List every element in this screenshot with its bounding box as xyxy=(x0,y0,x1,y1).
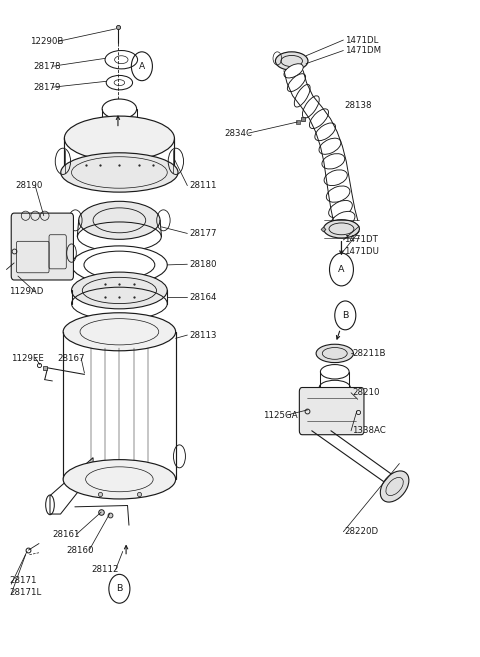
Ellipse shape xyxy=(324,170,348,185)
Text: 12290B: 12290B xyxy=(30,37,64,46)
Ellipse shape xyxy=(316,344,353,363)
Text: 28220D: 28220D xyxy=(344,527,378,536)
Text: A: A xyxy=(338,265,345,274)
Text: 28171L: 28171L xyxy=(9,587,42,597)
Text: 2834C: 2834C xyxy=(225,129,252,137)
Ellipse shape xyxy=(288,74,306,91)
Text: 28112: 28112 xyxy=(92,565,119,574)
Text: 28160: 28160 xyxy=(67,545,94,555)
Text: 1129EE: 1129EE xyxy=(11,353,44,363)
Ellipse shape xyxy=(319,138,341,154)
Ellipse shape xyxy=(294,85,310,107)
Ellipse shape xyxy=(72,272,167,309)
Ellipse shape xyxy=(331,212,355,229)
Ellipse shape xyxy=(302,96,319,118)
Ellipse shape xyxy=(326,186,350,202)
Text: B: B xyxy=(116,584,122,593)
Ellipse shape xyxy=(64,116,174,161)
Text: 28113: 28113 xyxy=(190,330,217,340)
Text: 1471DM: 1471DM xyxy=(345,46,382,55)
Text: 1471DT: 1471DT xyxy=(344,235,378,244)
Ellipse shape xyxy=(72,246,167,284)
Text: 1471DL: 1471DL xyxy=(345,35,379,45)
Text: 28138: 28138 xyxy=(344,101,372,110)
Text: 28177: 28177 xyxy=(190,229,217,238)
Ellipse shape xyxy=(79,201,160,239)
Text: 28178: 28178 xyxy=(33,62,61,71)
Ellipse shape xyxy=(102,99,137,119)
Text: 28180: 28180 xyxy=(190,260,217,269)
Ellipse shape xyxy=(284,64,303,78)
Text: B: B xyxy=(342,311,348,320)
Text: 28161: 28161 xyxy=(52,530,80,539)
Text: 1471DU: 1471DU xyxy=(344,246,379,256)
Text: 28190: 28190 xyxy=(15,181,42,190)
Ellipse shape xyxy=(380,471,409,502)
Text: 28111: 28111 xyxy=(190,181,217,190)
Text: 1129AD: 1129AD xyxy=(9,287,44,296)
Text: 28211B: 28211B xyxy=(352,349,386,358)
FancyBboxPatch shape xyxy=(300,388,364,435)
Ellipse shape xyxy=(315,123,336,141)
Text: 28171: 28171 xyxy=(9,576,37,585)
Text: A: A xyxy=(139,62,145,71)
Ellipse shape xyxy=(310,109,328,129)
FancyBboxPatch shape xyxy=(11,213,73,280)
Ellipse shape xyxy=(276,52,308,70)
Text: 28179: 28179 xyxy=(33,83,60,92)
Text: 28210: 28210 xyxy=(352,388,380,397)
Text: 28167: 28167 xyxy=(57,353,84,363)
Text: 28164: 28164 xyxy=(190,292,217,302)
Ellipse shape xyxy=(61,153,178,192)
Ellipse shape xyxy=(324,219,360,238)
Ellipse shape xyxy=(322,154,345,169)
Text: 1338AC: 1338AC xyxy=(352,426,386,436)
Ellipse shape xyxy=(63,460,176,499)
Ellipse shape xyxy=(329,200,352,218)
Text: 1125GA: 1125GA xyxy=(263,411,298,420)
Ellipse shape xyxy=(63,313,176,351)
